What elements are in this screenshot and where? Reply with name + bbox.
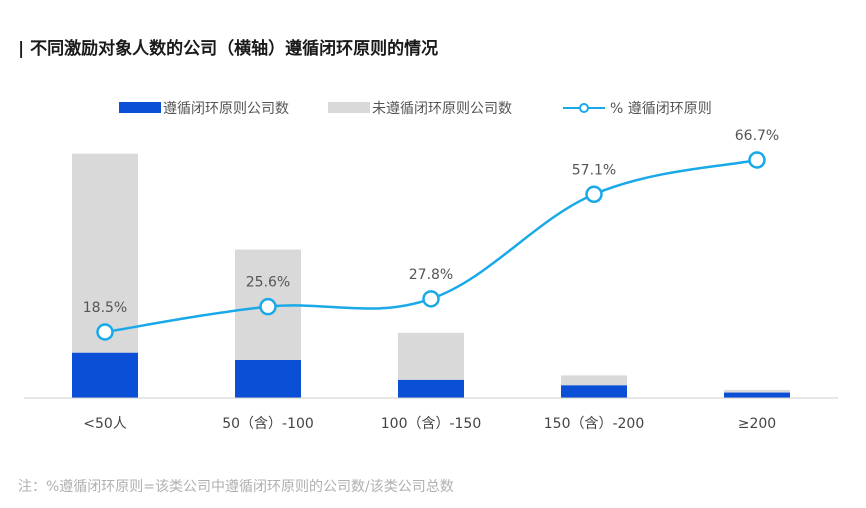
bar-compliant [561,385,627,398]
percent-data-label: 57.1% [572,162,616,178]
footnote: 注：%遵循闭环原则=该类公司中遵循闭环原则的公司数/该类公司总数 [18,479,454,495]
percent-point [422,290,440,308]
bar-non-compliant [398,332,464,380]
percent-point [96,323,114,341]
chart-title: | 不同激励对象人数的公司（横轴）遵循闭环原则的情况 [18,39,439,59]
percent-data-label: 18.5% [83,300,127,316]
percent-data-label: 66.7% [735,128,779,144]
x-tick-label: 150（含）-200 [544,416,645,432]
percent-point [748,151,766,169]
legend: 遵循闭环原则公司数 未遵循闭环原则公司数 % 遵循闭环原则 [119,100,712,117]
x-tick-label: 100（含）-150 [381,416,482,432]
legend-label-compliant: 遵循闭环原则公司数 [163,100,289,117]
bar-non-compliant [561,375,627,386]
x-axis-ticks: <50人 50（含）-100 100（含）-150 150（含）-200 ≥200 [83,416,776,432]
percent-data-label: 25.6% [246,275,290,291]
x-tick-label: <50人 [83,416,127,432]
bar-non-compliant [72,153,138,353]
bar-compliant [398,379,464,398]
bar-compliant [724,392,790,398]
legend-swatch-compliant [119,102,161,113]
x-tick-label: 50（含）-100 [222,416,314,432]
legend-label-percent: % 遵循闭环原则 [610,100,712,117]
bar-non-compliant [724,389,790,393]
legend-marker-percent [579,103,589,113]
x-tick-label: ≥200 [738,416,776,432]
bar-compliant [235,359,301,398]
percent-line-layer: 18.5% 25.6% 27.8% 57.1% 66.7% [83,128,779,341]
legend-label-non-compliant: 未遵循闭环原则公司数 [372,100,512,117]
bar-compliant [72,352,138,398]
percent-data-label: 27.8% [409,267,453,283]
legend-swatch-non-compliant [328,102,370,113]
percent-point [259,297,277,316]
percent-point [585,185,603,204]
